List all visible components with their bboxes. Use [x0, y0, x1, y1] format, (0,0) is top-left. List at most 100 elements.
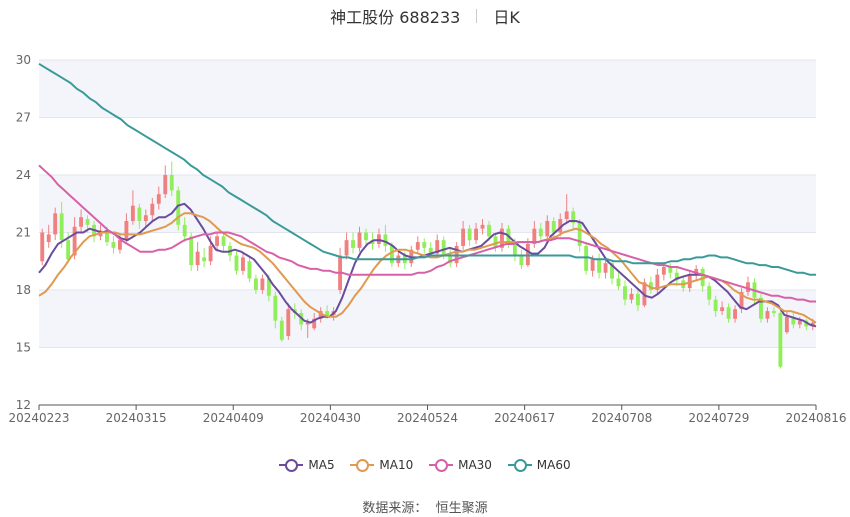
candle-body	[286, 309, 291, 336]
candle-body	[655, 274, 660, 290]
chart-title: 神工股份 688233 日K	[0, 4, 850, 30]
candle-body	[351, 240, 355, 248]
legend-label-ma60: MA60	[536, 458, 571, 472]
candle-body	[305, 322, 310, 325]
legend-label-ma10: MA10	[379, 458, 414, 472]
candle-body	[493, 236, 498, 248]
candle-body	[117, 240, 122, 250]
legend-marker-ma60	[507, 458, 532, 472]
legend-item-ma5[interactable]: MA5	[279, 458, 335, 472]
candle-body	[156, 194, 161, 204]
x-tick-label: 20240430	[300, 411, 361, 425]
candle-body	[53, 213, 58, 235]
candle-body	[629, 293, 634, 300]
candle-body	[532, 228, 537, 244]
candle-body	[234, 255, 239, 271]
candle-body	[273, 295, 278, 321]
candle-body	[318, 311, 323, 319]
legend-item-ma30[interactable]: MA30	[429, 458, 492, 472]
candle-body	[325, 311, 330, 315]
candle-body	[480, 224, 485, 229]
legend-item-ma10[interactable]: MA10	[350, 458, 413, 472]
candle-body	[603, 263, 608, 273]
candle-body	[266, 278, 271, 296]
candle-body	[739, 291, 744, 310]
candle-body	[487, 224, 491, 237]
candle-body	[474, 228, 479, 241]
candle-body	[694, 268, 699, 275]
candle-body	[519, 255, 524, 266]
y-tick-label: 12	[16, 398, 31, 412]
candle-body	[771, 311, 776, 313]
candle-body	[746, 282, 750, 292]
candle-body	[597, 259, 602, 273]
candle-body	[169, 175, 174, 191]
x-tick-label: 20240816	[785, 411, 846, 425]
candle-body	[422, 242, 427, 248]
candle-body	[623, 286, 627, 300]
period-label[interactable]: 日K	[493, 8, 520, 27]
candle-body	[590, 259, 595, 271]
candle-body	[247, 261, 252, 279]
candle-body	[707, 286, 712, 300]
candle-body	[46, 234, 51, 243]
legend-marker-ma30	[429, 458, 454, 472]
x-tick-label: 20240409	[203, 411, 264, 425]
candle-body	[124, 221, 129, 241]
x-tick-label: 20240708	[591, 411, 652, 425]
candle-body	[241, 257, 245, 271]
series-line-ma5	[38, 202, 817, 328]
candle-body	[344, 240, 349, 256]
candle-body	[143, 215, 148, 221]
candle-body	[221, 236, 226, 246]
candle-body	[312, 318, 317, 329]
candle-body	[635, 293, 640, 306]
x-tick-label: 20240524	[397, 411, 458, 425]
candle-body	[720, 307, 725, 312]
candle-body	[467, 228, 472, 241]
candle-body	[105, 230, 109, 243]
candle-body	[130, 205, 135, 221]
y-tick-label: 15	[16, 341, 31, 355]
y-tick-label: 21	[16, 226, 31, 240]
candle-body	[726, 307, 731, 319]
candle-body	[733, 309, 738, 319]
candle-body	[435, 240, 440, 254]
x-tick-label: 20240315	[106, 411, 167, 425]
candle-body	[538, 228, 543, 237]
candle-body	[163, 175, 168, 195]
legend-item-ma60[interactable]: MA60	[507, 458, 571, 472]
y-tick-label: 27	[16, 111, 31, 125]
candle-body	[364, 232, 368, 241]
candle-body	[661, 267, 666, 275]
candle-body	[765, 311, 770, 319]
legend-label-ma30: MA30	[458, 458, 492, 472]
candle-body	[713, 299, 718, 312]
x-tick-label: 20240617	[494, 411, 555, 425]
candle-body	[778, 313, 783, 367]
plot-band	[39, 60, 816, 118]
stock-name: 神工股份 688233	[330, 8, 461, 27]
candle-body	[564, 211, 569, 220]
candle-body	[389, 245, 394, 264]
candle-body	[208, 245, 213, 262]
candle-body	[189, 236, 194, 266]
candle-body	[176, 190, 181, 225]
candle-body	[791, 316, 796, 325]
candle-body	[668, 267, 673, 273]
plot-band	[39, 290, 816, 348]
candle-body	[72, 226, 77, 256]
chart-legend: MA5 MA10 MA30 MA60	[0, 458, 850, 475]
legend-marker-ma5	[279, 458, 304, 472]
candle-body	[357, 232, 362, 248]
candle-body	[500, 228, 504, 248]
candle-body	[40, 232, 45, 262]
candle-body	[85, 219, 90, 225]
y-tick-label: 30	[16, 53, 31, 67]
candle-body	[279, 320, 284, 340]
candle-body	[616, 278, 621, 287]
x-tick-label: 20240729	[688, 411, 749, 425]
candle-body	[195, 251, 200, 266]
source-label: 数据来源：	[362, 501, 428, 516]
